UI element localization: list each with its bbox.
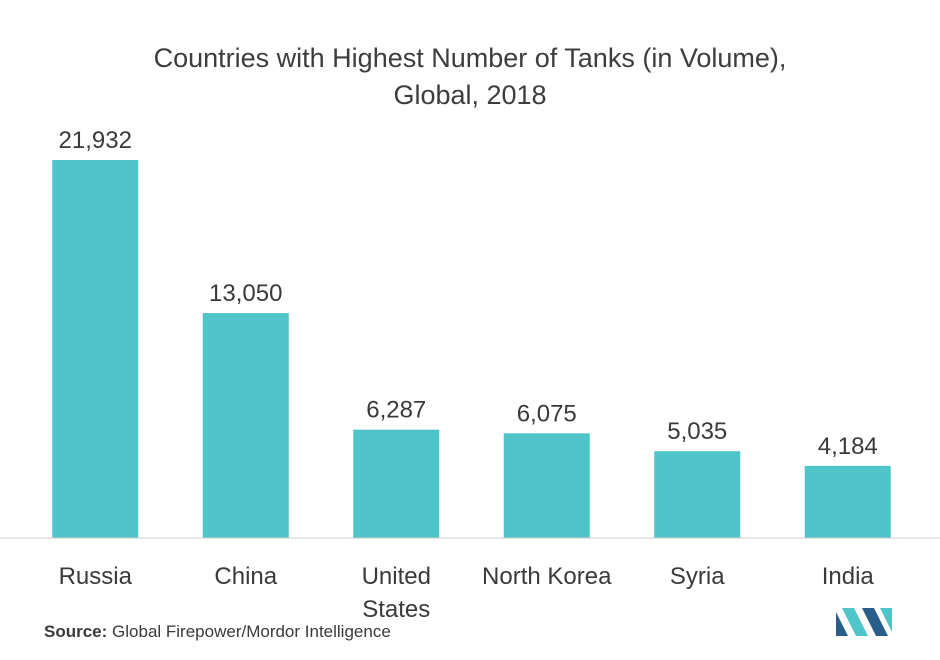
category-labels-group: Russia China United States North Korea Syria I… xyxy=(59,563,875,623)
chart-title-line-1: Countries with Highest Number of Tanks (… xyxy=(153,43,787,73)
category-label: North Korea xyxy=(482,563,612,590)
chart-title-line-2: Global, 2018 xyxy=(393,80,547,110)
value-label: 21,932 xyxy=(59,127,132,154)
logo-shape-mid xyxy=(842,608,868,636)
bar-united-states xyxy=(353,429,440,538)
bar-china xyxy=(202,313,289,538)
category-label: States xyxy=(362,596,430,623)
source-note: Source: Global Firepower/Mordor Intellig… xyxy=(44,622,391,642)
value-label: 6,287 xyxy=(366,397,426,424)
bar-north-korea xyxy=(503,433,590,538)
bar-syria xyxy=(654,451,741,538)
logo-shape-right xyxy=(880,608,892,632)
source-label: Source: xyxy=(44,622,108,641)
value-label: 13,050 xyxy=(209,280,282,307)
source-text: Global Firepower/Mordor Intelligence xyxy=(112,622,391,641)
category-label: China xyxy=(214,563,277,590)
logo-shape-right-dark xyxy=(862,608,888,636)
mordor-intelligence-logo-icon xyxy=(836,608,892,636)
category-label: Russia xyxy=(59,563,133,590)
bar-india xyxy=(804,465,891,538)
value-labels-group: 21,932 13,050 6,287 6,075 5,035 4,184 xyxy=(59,127,878,460)
logo-shape-left xyxy=(836,612,848,636)
bar-russia xyxy=(52,160,139,538)
chart-title: Countries with Highest Number of Tanks (… xyxy=(0,40,940,114)
category-label: India xyxy=(822,563,875,590)
category-label: Syria xyxy=(670,563,725,590)
value-label: 4,184 xyxy=(818,433,878,460)
bars-group xyxy=(52,160,891,538)
value-label: 5,035 xyxy=(667,418,727,445)
value-label: 6,075 xyxy=(517,400,577,427)
category-label: United xyxy=(362,563,431,590)
